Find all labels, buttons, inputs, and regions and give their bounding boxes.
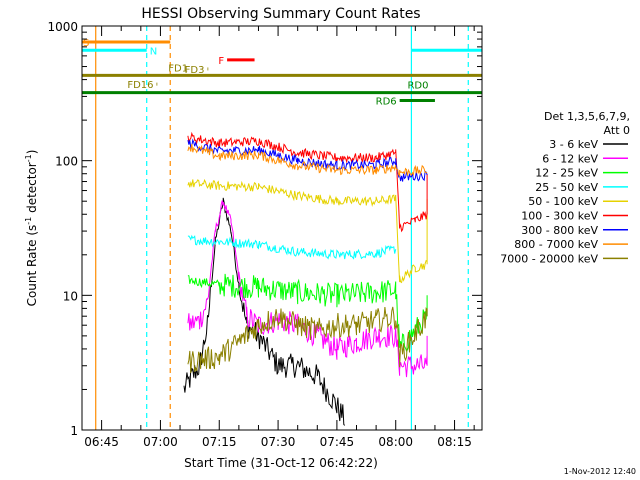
series-line-6 [187, 138, 428, 182]
legend-label-8: 7000 - 20000 keV [500, 252, 598, 265]
flag-label-n: N [150, 46, 157, 57]
y-axis-label-part2: detector [25, 162, 39, 217]
y-axis-label-part3: ) [25, 150, 39, 155]
y-tick-label-3: 1000 [47, 20, 78, 34]
series-line-4 [187, 178, 428, 284]
x-tick-label-5: 08:00 [378, 435, 413, 449]
flag-label-s: S [83, 38, 89, 49]
x-tick-label-6: 08:15 [437, 435, 472, 449]
series-line-3 [187, 234, 397, 260]
flag-label-fd3: FD3 [185, 65, 205, 76]
x-tick-label-4: 07:45 [320, 435, 355, 449]
legend-label-5: 100 - 300 keV [521, 210, 598, 223]
x-axis-label: Start Time (31-Oct-12 06:42:22) [184, 456, 378, 470]
timestamp: 1-Nov-2012 12:40 [564, 467, 636, 476]
legend-label-0: 3 - 6 keV [549, 138, 598, 151]
x-tick-label-1: 07:00 [143, 435, 178, 449]
legend-header-1: Det 1,3,5,6,7,9, [544, 110, 630, 123]
x-tick-label-2: 07:15 [202, 435, 237, 449]
y-axis-label-sup1: -1 [24, 217, 33, 225]
axes: 1 10 100 1000 06:45 07:00 07:15 07:30 07:45 08:00… [47, 20, 482, 449]
y-tick-label-0: 1 [70, 424, 78, 438]
flag-label-f: F [218, 56, 224, 67]
legend-label-6: 300 - 800 keV [521, 224, 598, 237]
legend-label-1: 6 - 12 keV [542, 152, 598, 165]
y-tick-label-1: 10 [63, 289, 78, 303]
y-axis-label-sup2: -1 [24, 154, 33, 162]
flag-label-rd6: RD6 [376, 96, 397, 107]
series-line-8 [187, 306, 428, 374]
legend-label-3: 25 - 50 keV [535, 181, 598, 194]
legend-label-4: 50 - 100 keV [528, 195, 598, 208]
y-axis-label: Count Rate (s-1 detector-1) [24, 150, 39, 307]
x-tick-label-3: 07:30 [261, 435, 296, 449]
series-line-5 [187, 131, 428, 233]
y-tick-label-2: 100 [55, 155, 78, 169]
chart-title: HESSI Observing Summary Count Rates [141, 6, 420, 22]
flag-label-fd16: FD16 [127, 80, 153, 91]
legend-header-2: Att 0 [604, 124, 630, 137]
series-line-2 [187, 273, 428, 352]
series-line-7 [187, 143, 428, 178]
plot-frame [81, 25, 483, 431]
x-tick-label-0: 06:45 [84, 435, 119, 449]
legend-label-2: 12 - 25 keV [535, 167, 598, 180]
y-axis-label-part1: Count Rate (s [25, 225, 39, 307]
flag-label-rd0: RD0 [407, 81, 428, 92]
legend-label-7: 800 - 7000 keV [514, 238, 598, 251]
series-line-0 [183, 197, 346, 426]
flag-label-fd1: FD1 [168, 63, 188, 74]
